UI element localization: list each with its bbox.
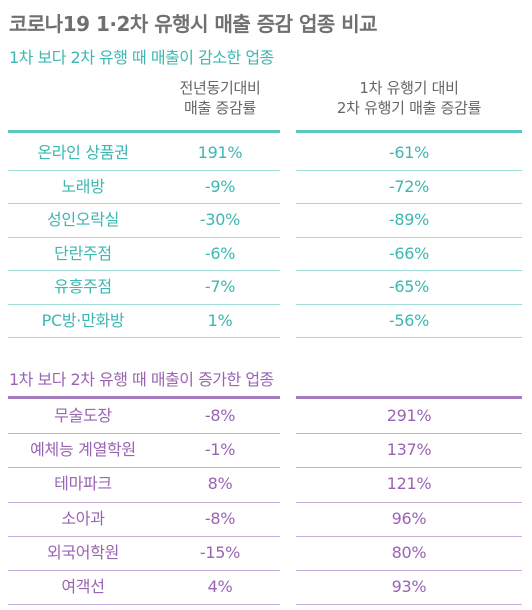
wave-cell: -65% <box>388 277 430 296</box>
yoy-cell: -8% <box>204 406 236 425</box>
section2-top-rule-a <box>8 396 280 399</box>
table-row: 외국어학원 -15% 80% <box>0 537 532 569</box>
yoy-cell: -15% <box>199 542 241 562</box>
yoy-cell: -30% <box>199 210 241 229</box>
wave-cell: 137% <box>386 440 432 460</box>
yoy-cell: -7% <box>204 277 236 296</box>
table-row: 무술도장 -8% 291% <box>0 400 532 432</box>
yoy-cell: -1% <box>204 440 236 460</box>
yoy-cell: 8% <box>207 474 233 494</box>
category-cell: 온라인 상품권 <box>37 143 129 162</box>
row-divider <box>8 337 280 338</box>
row-divider <box>8 570 280 571</box>
row-divider <box>296 203 522 204</box>
row-divider <box>296 604 522 606</box>
category-cell: 무술도장 <box>54 406 112 425</box>
section1-top-rule-b <box>296 130 522 133</box>
wave-cell: -61% <box>388 143 430 162</box>
row-divider <box>296 303 522 305</box>
table-row: 테마파크 8% 121% <box>0 468 532 500</box>
row-divider <box>8 433 280 435</box>
yoy-cell: 1% <box>207 310 233 330</box>
row-divider <box>8 303 280 305</box>
wave-cell: 80% <box>391 542 427 562</box>
table-row: 유흥주점 -7% -65% <box>0 271 532 303</box>
table-row: 여객선 4% 93% <box>0 571 532 603</box>
category-cell: 외국어학원 <box>46 542 120 562</box>
category-cell: 성인오락실 <box>46 210 120 229</box>
wave-cell: 121% <box>386 474 432 494</box>
row-divider <box>296 433 522 435</box>
row-divider <box>8 169 280 171</box>
table-row: 성인오락실 -30% -89% <box>0 204 532 236</box>
row-divider <box>296 337 522 338</box>
category-cell: PC방·만화방 <box>41 310 125 330</box>
wave-cell: -66% <box>388 243 430 263</box>
section2-top-rule-b <box>296 396 522 399</box>
wave-cell: 93% <box>391 577 427 596</box>
category-cell: 테마파크 <box>54 474 112 494</box>
category-cell: 예체능 계열학원 <box>30 440 136 460</box>
row-divider <box>296 570 522 571</box>
column-header-yoy-line1: 전년동기대비 <box>179 79 261 97</box>
row-divider <box>296 270 522 271</box>
section-title-decrease: 1차 보다 2차 유행 때 매출이 감소한 업종 <box>9 48 274 67</box>
row-divider <box>296 236 522 238</box>
wave-cell: -72% <box>388 176 430 196</box>
table-row: 단란주점 -6% -66% <box>0 238 532 270</box>
section1-top-rule-a <box>8 130 280 133</box>
table-row: 예체능 계열학원 -1% 137% <box>0 434 532 466</box>
row-divider <box>8 467 280 469</box>
column-header-wave: 1차 유행기 대비 2차 유행기 매출 증감률 <box>296 78 522 118</box>
yoy-cell: -8% <box>204 508 236 528</box>
category-cell: 노래방 <box>61 176 105 196</box>
row-divider <box>296 501 522 503</box>
wave-cell: 96% <box>391 508 427 528</box>
wave-cell: 291% <box>386 406 432 425</box>
row-divider <box>296 169 522 171</box>
wave-cell: -56% <box>388 310 430 330</box>
column-header-wave-line2: 2차 유행기 매출 증감률 <box>336 99 482 117</box>
table-row: PC방·만화방 1% -56% <box>0 305 532 337</box>
row-divider <box>8 236 280 238</box>
section-title-increase: 1차 보다 2차 유행 때 매출이 증가한 업종 <box>9 370 274 389</box>
column-header-yoy-line2: 매출 증감률 <box>184 99 256 117</box>
yoy-cell: -6% <box>204 243 236 263</box>
table-row: 소아과 -8% 96% <box>0 503 532 535</box>
row-divider <box>8 270 280 271</box>
row-divider <box>296 467 522 469</box>
category-cell: 여객선 <box>61 577 105 596</box>
column-header-yoy: 전년동기대비 매출 증감률 <box>160 78 280 118</box>
yoy-cell: -9% <box>204 176 236 196</box>
row-divider <box>8 501 280 503</box>
wave-cell: -89% <box>388 210 430 229</box>
row-divider <box>8 604 280 606</box>
yoy-cell: 191% <box>197 143 243 162</box>
table-row: 온라인 상품권 191% -61% <box>0 137 532 169</box>
category-cell: 단란주점 <box>54 243 112 263</box>
row-divider <box>296 535 522 537</box>
row-divider <box>8 535 280 537</box>
category-cell: 유흥주점 <box>54 277 112 296</box>
category-cell: 소아과 <box>61 508 105 528</box>
column-header-wave-line1: 1차 유행기 대비 <box>359 79 459 97</box>
table-row: 노래방 -9% -72% <box>0 171 532 203</box>
yoy-cell: 4% <box>207 577 233 596</box>
row-divider <box>8 203 280 204</box>
chart-title: 코로나19 1·2차 유행시 매출 증감 업종 비교 <box>9 12 378 36</box>
